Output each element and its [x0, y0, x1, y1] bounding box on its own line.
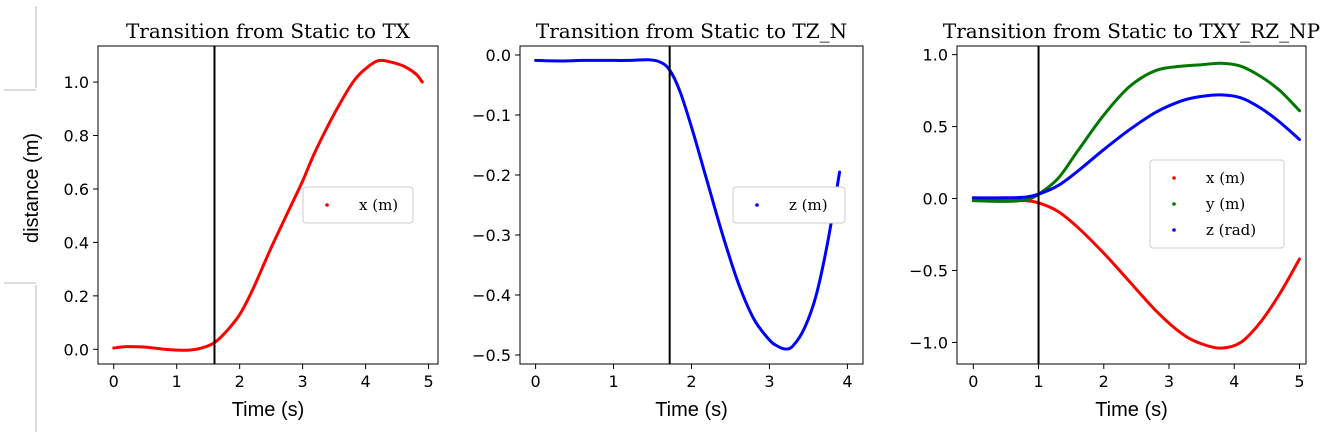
- y-tick-label: 0.0: [64, 340, 89, 359]
- legend-entry: x (m): [1206, 169, 1245, 187]
- axes-frame: [97, 45, 439, 365]
- chart-title: Transition from Static to TX: [126, 19, 411, 43]
- x-tick-label: 2: [235, 372, 245, 391]
- series-line-z-m-: [534, 58, 842, 351]
- chart-title: Transition from Static to TZ_N: [536, 19, 847, 43]
- y-tick-label: −1.0: [909, 333, 948, 352]
- legend: z (m): [732, 186, 846, 224]
- chart-tz-n: Transition from Static to TZ_N 0 1 2 3 4 0.0 −0…: [472, 19, 864, 421]
- y-tick-label: 1.0: [64, 73, 89, 92]
- x-tick-label: 4: [360, 372, 370, 391]
- x-tick-label: 0: [530, 372, 540, 391]
- x-axis-label: Time (s): [655, 399, 728, 421]
- y-tick-label: 0.5: [923, 118, 948, 137]
- x-axis-label: Time (s): [1095, 399, 1168, 421]
- legend: x (m) y (m) z (rad): [1149, 159, 1285, 249]
- chart-tx: Transition from Static to TX 0 1 2 3 4 5 0.0 0.2…: [64, 19, 439, 421]
- x-tick-label: 1: [1033, 372, 1043, 391]
- x-tick-label: 1: [172, 372, 182, 391]
- y-tick-label: −0.1: [472, 106, 511, 125]
- legend-entry: z (rad): [1206, 221, 1256, 239]
- x-axis-label: Time (s): [232, 399, 305, 421]
- series-line-z-rad-: [971, 93, 1301, 200]
- legend-entry: x (m): [359, 196, 398, 214]
- y-tick-label: −0.5: [472, 346, 511, 365]
- x-tick-label: 2: [686, 372, 696, 391]
- legend-box: [732, 186, 846, 224]
- y-tick-label: 1.0: [923, 46, 948, 65]
- legend-entry: y (m): [1205, 195, 1245, 213]
- legend-marker: [1172, 176, 1176, 180]
- figure-ylabel: distance (m): [21, 133, 43, 243]
- series-line-x-m-: [112, 58, 424, 352]
- x-tick-label: 4: [1229, 372, 1239, 391]
- x-tick-label: 1: [608, 372, 618, 391]
- x-tick-label: 5: [423, 372, 433, 391]
- y-tick-label: −0.5: [909, 261, 948, 280]
- chart-title: Transition from Static to TXY_RZ_NP: [943, 19, 1320, 43]
- y-tick-label: 0.0: [486, 46, 511, 65]
- x-tick-label: 2: [1099, 372, 1109, 391]
- x-tick-label: 4: [842, 372, 852, 391]
- y-tick-label: −0.2: [472, 166, 511, 185]
- x-tick-label: 5: [1294, 372, 1304, 391]
- y-tick-label: 0.6: [64, 180, 89, 199]
- legend-box: [302, 186, 414, 224]
- axes-frame: [956, 45, 1307, 365]
- series-line-x-m-: [971, 197, 1301, 350]
- legend-marker: [755, 203, 759, 207]
- legend-entry: z (m): [789, 196, 828, 214]
- x-tick-label: 3: [1164, 372, 1174, 391]
- legend-marker: [1172, 202, 1176, 206]
- legend-box: [1149, 159, 1285, 249]
- series-line-y-m-: [971, 61, 1301, 203]
- x-tick-label: 0: [968, 372, 978, 391]
- legend: x (m): [302, 186, 414, 224]
- y-tick-label: 0.8: [64, 127, 89, 146]
- y-tick-label: 0.4: [64, 233, 89, 252]
- legend-marker: [1172, 228, 1176, 232]
- y-tick-label: −0.4: [472, 286, 511, 305]
- x-tick-label: 0: [109, 372, 119, 391]
- y-tick-label: 0.2: [64, 287, 89, 306]
- chart-txy-rz-np: Transition from Static to TXY_RZ_NP 0 1 2 3 4…: [909, 19, 1320, 421]
- y-tick-label: 0.0: [923, 190, 948, 209]
- x-tick-label: 3: [764, 372, 774, 391]
- y-tick-label: −0.3: [472, 226, 511, 245]
- legend-marker: [325, 203, 329, 207]
- x-tick-label: 3: [298, 372, 308, 391]
